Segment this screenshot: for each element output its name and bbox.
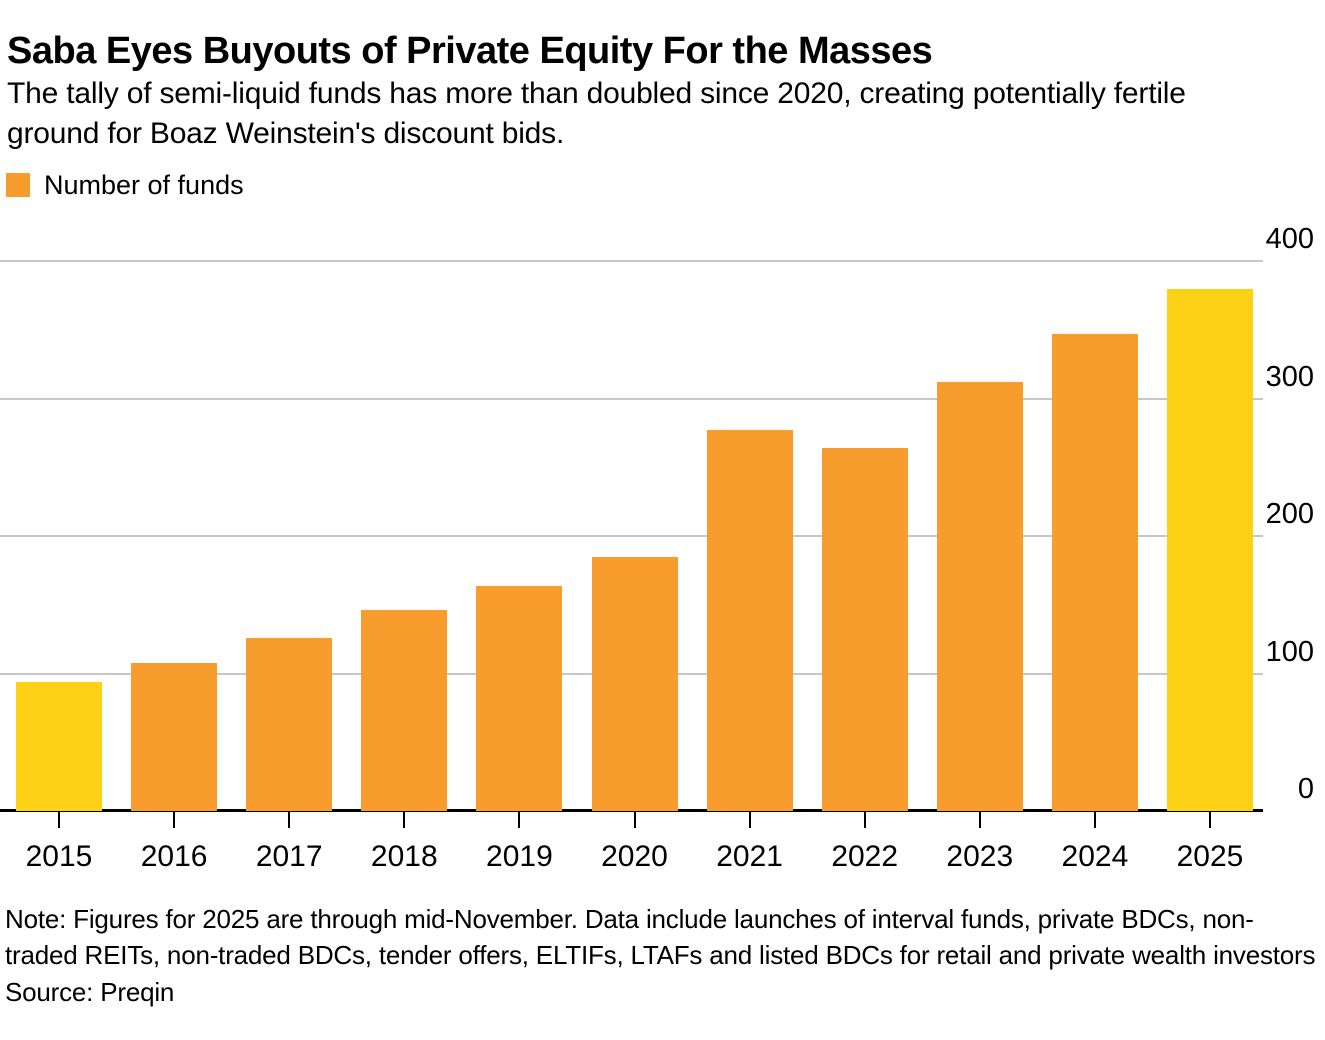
y-axis-label-400: 400	[1265, 223, 1314, 255]
x-axis-label-2015: 2015	[25, 840, 93, 873]
x-axis-tick-2024	[1093, 812, 1096, 828]
gridline-400	[0, 260, 1263, 262]
bar-2020	[591, 556, 678, 811]
y-axis-label-0: 0	[1297, 773, 1314, 805]
note-text: Note: Figures for 2025 are through mid-N…	[5, 904, 1316, 971]
bar-2015	[16, 681, 102, 811]
page-subtitle: The tally of semi-liquid funds has more …	[7, 77, 1186, 150]
x-axis-label-2023: 2023	[946, 840, 1014, 873]
bar-2018	[361, 610, 448, 811]
gridline-300	[0, 397, 1263, 400]
y-axis-label-100: 100	[1265, 635, 1314, 668]
x-axis-label-2017: 2017	[255, 840, 323, 873]
x-axis-tick-2017	[288, 812, 291, 828]
x-axis-tick-2020	[633, 812, 636, 828]
y-axis-label-200: 200	[1265, 498, 1314, 530]
bar-2021	[706, 430, 793, 811]
gridline-200	[0, 535, 1263, 537]
x-axis-label-2021: 2021	[716, 840, 783, 873]
bar-2024	[1051, 333, 1138, 811]
x-axis-tick-2018	[403, 812, 406, 828]
bar-2017	[246, 637, 333, 811]
x-axis-label-2025: 2025	[1176, 840, 1244, 873]
x-axis-tick-2015	[58, 812, 60, 828]
footnote: Note: Figures for 2025 are through mid-N…	[5, 901, 1321, 1010]
x-axis-tick-2023	[978, 812, 981, 828]
bar-2016	[131, 662, 218, 811]
x-axis-label-2022: 2022	[831, 840, 899, 873]
x-axis-label-2024: 2024	[1061, 840, 1129, 873]
x-axis-tick-2019	[518, 812, 521, 828]
bar-2022	[821, 448, 908, 811]
gridline-100	[0, 672, 1263, 675]
bar-2023	[936, 382, 1023, 811]
y-axis-label-300: 300	[1265, 360, 1314, 393]
bar-2019	[476, 585, 563, 811]
x-axis-label-2019: 2019	[486, 840, 553, 873]
x-axis-label-2016: 2016	[140, 840, 208, 873]
legend-label: Number of funds	[44, 169, 244, 200]
legend-swatch	[6, 173, 30, 197]
legend: Number of funds	[6, 170, 244, 200]
source-text: Source: Preqin	[5, 976, 175, 1007]
x-axis-tick-2025	[1209, 812, 1211, 828]
bar-2025	[1167, 288, 1253, 811]
x-axis-label-2018: 2018	[370, 840, 438, 873]
x-axis-tick-2016	[173, 812, 176, 828]
x-axis-label-2020: 2020	[601, 840, 668, 873]
x-axis-tick-2021	[748, 812, 751, 828]
x-axis-line	[0, 809, 1263, 812]
x-axis-tick-2022	[863, 812, 866, 828]
page-title: Saba Eyes Buyouts of Private Equity For …	[7, 30, 933, 73]
